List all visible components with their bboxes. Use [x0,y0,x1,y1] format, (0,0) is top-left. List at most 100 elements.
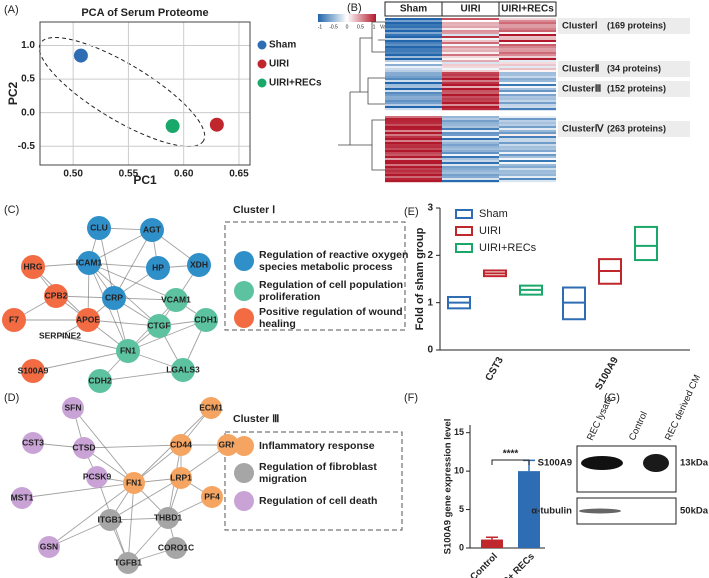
heatmap-cell [442,108,499,111]
heatmap-cell [499,78,556,81]
heatmap-cell [442,42,499,45]
heatmap-cell [385,140,442,143]
node [77,251,101,275]
heatmap-cell [385,32,442,35]
heatmap-cell [385,168,442,171]
heatmap-cell [499,162,556,165]
heatmap-cell [442,90,499,93]
heatmap-cell [385,134,442,137]
node-label: ITGB1 [97,514,122,524]
y-tick-label: -0.5 [18,141,36,152]
cluster-band [558,121,690,137]
heatmap-cell [442,156,499,159]
legend-label: Positive regulation of wound healing [259,306,403,330]
chart-title: PCA of Serum Proteome [81,7,208,19]
node-label: TGFB1 [114,557,142,567]
node-label: PCSK9 [83,471,112,481]
point [73,48,88,63]
heatmap-cell [385,118,442,121]
heatmap-cell [385,98,442,101]
y-axis-label: S100A9 gene expression level [443,419,454,555]
node-label: HRG [24,261,43,271]
heatmap-cell [442,124,499,127]
node-label: PF4 [204,491,220,501]
heatmap-cell [499,28,556,31]
heatmap-cell [385,146,442,149]
heatmap-cell [442,50,499,53]
heatmap-cell [499,30,556,33]
heatmap-cell [385,156,442,159]
heatmap-cell [499,152,556,155]
heatmap-cell [442,162,499,165]
heatmap-cell [499,82,556,85]
heatmap-cell [442,180,499,183]
legend-marker [455,243,473,253]
heatmap-cell [499,62,556,65]
heatmap-cell [385,72,442,75]
blot-column-label: Control [627,410,650,442]
heatmap-cell [385,70,442,73]
heatmap-cell [385,40,442,43]
node-label: S100A9 [18,365,49,375]
y-axis-label: PC2 [6,82,20,106]
heatmap-cell [442,44,499,47]
heatmap-cell [442,62,499,65]
legend-marker [257,40,267,50]
legend-label: Sham [269,40,296,51]
heatmap-cell [499,92,556,95]
panel-label: (A) [4,4,19,16]
heatmap-cell [442,88,499,91]
heatmap-cell [442,144,499,147]
heatmap-cell [499,18,556,21]
heatmap-cell [499,46,556,49]
heatmap-cell [442,26,499,29]
heatmap-cell [385,60,442,63]
heatmap-cell [499,94,556,97]
node-label: SERPINE2 [39,330,81,340]
heatmap-cell [442,98,499,101]
heatmap-cell [499,66,556,69]
heatmap-cell [499,180,556,183]
significance-bracket [491,459,530,465]
heatmap-cell [385,24,442,27]
heatmap-cell [442,74,499,77]
heatmap-cell [499,58,556,61]
heatmap-cell [385,64,442,67]
node [22,432,44,454]
heatmap-cell [385,42,442,45]
heatmap-cell [442,164,499,167]
cluster-band [558,81,690,97]
heatmap-cell [442,118,499,121]
heatmap-cell [385,152,442,155]
group-ellipse [38,37,206,147]
y-tick-label: 1.0 [21,40,35,51]
node [38,536,60,558]
heatmap-cell [385,158,442,161]
node [171,358,195,382]
heatmap-cell [499,178,556,181]
heatmap-cell [499,90,556,93]
heatmap-cell [499,156,556,159]
heatmap-cell [499,106,556,109]
heatmap-cell [385,46,442,49]
heatmap-cell [499,128,556,131]
legend-label: UIRI [269,59,289,70]
cluster-count: (34 proteins) [607,63,661,73]
x-axis-label: PC1 [133,173,157,187]
node-label: FN1 [126,477,142,487]
heatmap-cell [385,148,442,151]
heatmap-cell [442,82,499,85]
heatmap-cell [385,22,442,25]
cluster-label: ClusterⅡ [562,64,600,75]
heatmap-cell [442,86,499,89]
node-label: CLU [90,222,107,232]
colorbar [318,14,376,22]
heatmap-cell [385,74,442,77]
legend-marker [455,209,473,219]
cluster-count: (263 proteins) [607,123,666,133]
heatmap-cell [442,64,499,67]
heatmap-cell [499,48,556,51]
node [147,314,171,338]
legend-title: Cluster Ⅰ [233,204,275,216]
heatmap-cell [385,166,442,169]
